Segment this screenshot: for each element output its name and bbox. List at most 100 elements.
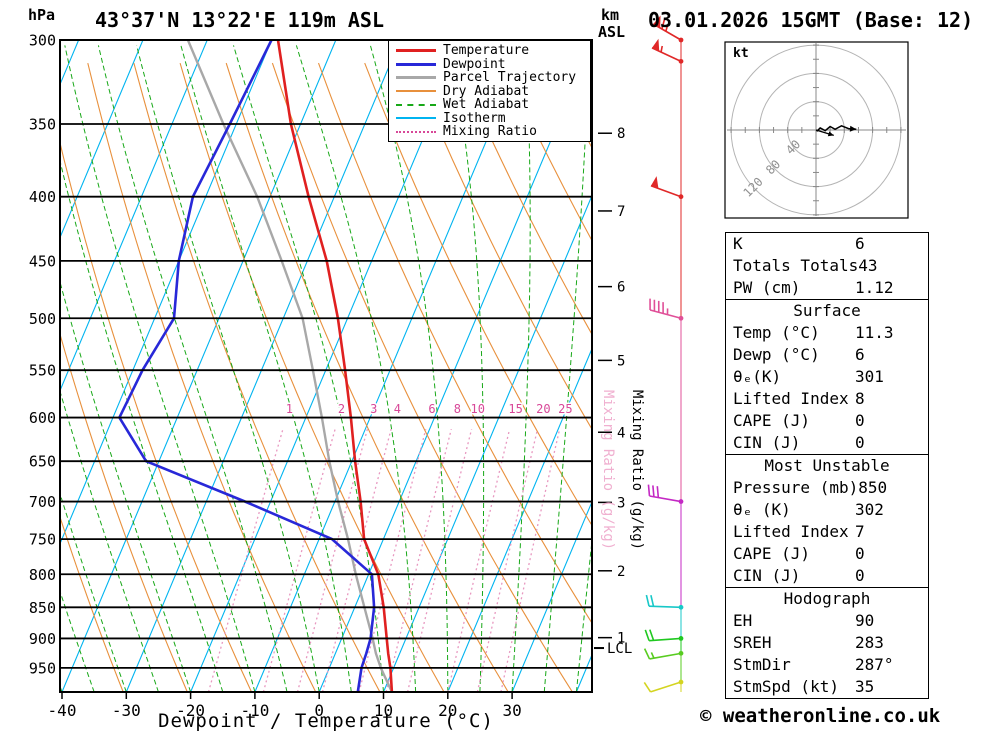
stat-value: 1.12 — [855, 278, 894, 297]
stat-label: CIN (J) — [733, 433, 801, 452]
stat-value: 90 — [855, 611, 875, 630]
isotherm-line — [61, 40, 337, 692]
legend-item-mixing-ratio: Mixing Ratio — [396, 124, 590, 140]
wet-adiabat-line — [64, 45, 256, 692]
legend-label: Mixing Ratio — [443, 124, 537, 140]
mixing-ratio-value-label: 2 — [338, 402, 345, 416]
stat-label: K — [733, 234, 743, 253]
stat-value: 0 — [855, 544, 865, 563]
stat-value: 0 — [855, 433, 865, 452]
pressure-tick-label: 300 — [29, 32, 56, 50]
stat-label: StmSpd (kt) — [733, 677, 839, 696]
legend-item-isotherm: Isotherm — [396, 110, 590, 126]
stat-value: 0 — [855, 566, 865, 585]
isotherm-line — [447, 347, 592, 692]
wind-barb-station-dot — [678, 650, 684, 656]
wet-adiabat-line — [575, 535, 592, 692]
wet-adiabat-line — [60, 158, 224, 692]
isotherm-line — [60, 40, 273, 546]
section-title: Most Unstable — [764, 456, 890, 475]
stat-row: θₑ(K) 301 — [726, 366, 928, 388]
legend-line-sample — [396, 103, 436, 106]
dry-adiabat-line — [87, 62, 317, 692]
stat-label: Pressure (mb) — [733, 478, 859, 497]
stat-value: 6 — [855, 234, 865, 253]
wet-adiabat-line — [449, 45, 485, 692]
mixing-ratio-value-label: 25 — [558, 402, 572, 416]
wet-adiabat-line — [369, 45, 449, 692]
stat-row: StmSpd (kt) 35 — [726, 676, 928, 698]
wet-adiabat-line — [60, 492, 127, 692]
stats-hodograph-section: Hodograph EH 90 SREH 283 StmDir 287° StmSpd… — [726, 587, 928, 698]
stat-row: CIN (J) 0 — [726, 565, 928, 587]
stat-label: Totals Totals — [733, 256, 859, 275]
temp-tick-label: -40 — [48, 701, 77, 720]
stat-row: θₑ (K) 302 — [726, 499, 928, 521]
stat-value: 35 — [855, 677, 875, 696]
altitude-axis-unit-km: km — [601, 6, 620, 24]
mixing-ratio-line — [207, 429, 284, 692]
temp-tick-label: -20 — [176, 701, 205, 720]
dry-adiabat-line — [502, 62, 592, 242]
run-datetime: 03.01.2026 15GMT (Base: 12) — [648, 8, 974, 32]
wet-adiabat-line — [233, 45, 384, 692]
isotherm-line — [125, 40, 401, 692]
stat-label: StmDir — [733, 655, 791, 674]
wind-barb-station-dot — [678, 636, 684, 641]
isotherm-line — [60, 40, 208, 392]
mixing-ratio-value-label: 4 — [394, 402, 401, 416]
wet-adiabat-line — [180, 45, 352, 692]
pressure-tick-label: 450 — [29, 252, 56, 270]
wind-barb — [650, 176, 684, 200]
section-title: Hodograph — [783, 589, 871, 608]
mixing-ratio-line — [476, 429, 539, 692]
km-tick-label: 8 — [617, 126, 625, 142]
isotherm-line — [511, 500, 592, 692]
stat-row: Pressure (mb) 850 — [726, 477, 928, 499]
arrow-head — [827, 131, 834, 137]
legend-item-parcel: Parcel Trajectory — [396, 70, 590, 85]
mixing-ratio-line — [406, 429, 473, 692]
wind-barb — [643, 648, 684, 660]
pressure-tick-label: 800 — [29, 566, 56, 584]
stat-row: Lifted Index 8 — [726, 388, 928, 410]
isotherm-line — [318, 41, 592, 692]
legend-item-dewpoint: Dewpoint — [396, 56, 590, 72]
wind-barb — [651, 38, 684, 64]
stat-label: θₑ(K) — [733, 367, 782, 386]
stat-value: 7 — [855, 522, 865, 541]
copyright: © weatheronline.co.uk — [700, 705, 941, 727]
dry-adiabat-line — [225, 62, 509, 692]
pressure-axis-unit: hPa — [28, 6, 56, 24]
mixing-ratio-value-label: 20 — [536, 402, 550, 416]
stat-label: CAPE (J) — [733, 411, 811, 430]
chart-legend: Temperature Dewpoint Parcel Trajectory D… — [388, 40, 591, 142]
legend-label: Dewpoint — [443, 56, 506, 72]
pressure-tick-label: 750 — [29, 531, 56, 549]
legend-item-dry-adiabat: Dry Adiabat — [396, 83, 590, 99]
stat-label: θₑ (K) — [733, 500, 791, 519]
temp-tick-label: 20 — [438, 701, 457, 720]
legend-label: Temperature — [443, 43, 530, 59]
stat-value: 287° — [855, 655, 894, 674]
pressure-tick-label: 550 — [29, 362, 56, 380]
altitude-axis-unit-asl: ASL — [598, 23, 626, 41]
isotherm-line — [382, 194, 592, 692]
temp-tick-label: 30 — [502, 701, 521, 720]
km-tick-label: 3 — [617, 495, 625, 511]
wind-barb — [649, 298, 684, 321]
wet-adiabat-line — [543, 45, 590, 692]
pressure-tick-label: 650 — [29, 453, 56, 471]
temp-tick-label: -10 — [240, 701, 269, 720]
km-tick-label: 5 — [617, 353, 625, 369]
wind-barb — [652, 15, 684, 43]
wet-adiabat-line — [60, 389, 159, 692]
stat-label: Temp (°C) — [733, 323, 820, 342]
legend-label: Dry Adiabat — [443, 83, 530, 99]
pressure-tick-label: 850 — [29, 599, 56, 617]
legend-label: Isotherm — [443, 110, 506, 126]
